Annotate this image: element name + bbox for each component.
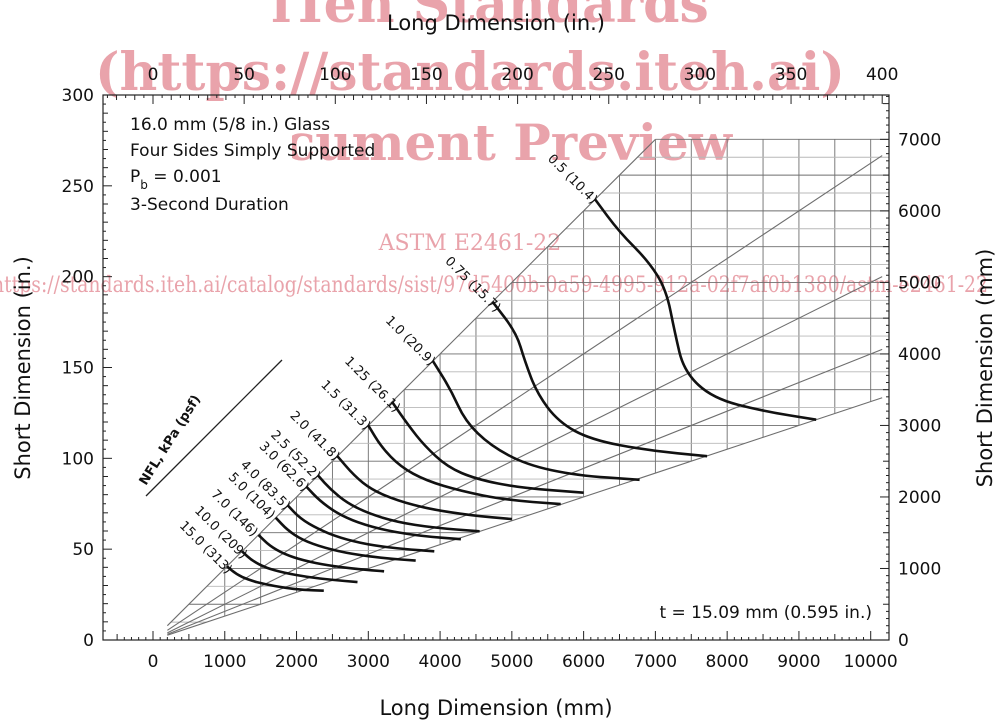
- tick-label: 0: [898, 631, 909, 651]
- watermark: iTeh Standards (https://standards.iteh.a…: [0, 0, 988, 298]
- tick-label: 100: [319, 65, 351, 85]
- aspect-ratio-line: [167, 155, 883, 631]
- load-curve: [390, 401, 584, 494]
- tick-label: 350: [775, 65, 807, 85]
- watermark-line-2: (https://standards.iteh.ai): [95, 42, 845, 103]
- load-curve: [431, 360, 640, 482]
- tick-label: 0: [148, 652, 159, 672]
- info-pb: Pb = 0.001: [130, 167, 222, 192]
- tick-label: 150: [62, 358, 94, 378]
- tick-label: 3000: [347, 652, 390, 672]
- thickness-note: t = 15.09 mm (0.595 in.): [659, 603, 872, 623]
- watermark-line-4: ASTM E2461-22: [378, 231, 562, 256]
- x-top-axis-title: Long Dimension (in.): [387, 11, 605, 35]
- y-right-axis-title: Short Dimension (mm): [973, 249, 997, 488]
- load-curve: [317, 474, 480, 533]
- tick-label: 9000: [777, 652, 820, 672]
- info-block: 16.0 mm (5/8 in.) Glass Four Sides Simpl…: [124, 104, 375, 222]
- watermark-line-1: iTeh Standards: [271, 0, 709, 35]
- tick-label: 200: [501, 65, 533, 85]
- tick-label: 300: [684, 65, 716, 85]
- tick-label: 10000: [844, 652, 898, 672]
- info-support: Four Sides Simply Supported: [130, 141, 375, 161]
- tick-label: 7000: [898, 130, 941, 150]
- aspect-ratio-line: [166, 138, 656, 627]
- tick-label: 50: [233, 65, 255, 85]
- load-curve: [226, 565, 324, 592]
- tick-label: 6000: [898, 202, 941, 222]
- tick-label: 5000: [898, 273, 941, 293]
- tick-label: 250: [62, 177, 94, 197]
- tick-label: 250: [593, 65, 625, 85]
- tick-label: 0: [148, 65, 159, 85]
- load-curve: [241, 550, 358, 584]
- tick-label: 0: [83, 631, 94, 651]
- tick-label: 50: [72, 540, 94, 560]
- load-curve: [305, 486, 462, 541]
- load-curve: [336, 455, 513, 521]
- load-curve: [257, 533, 385, 573]
- tick-label: 2000: [275, 652, 318, 672]
- tick-label: 4000: [418, 652, 461, 672]
- tick-label: 8000: [706, 652, 749, 672]
- y-left-axis-title: Short Dimension (in.): [11, 256, 35, 480]
- info-duration: 3-Second Duration: [130, 195, 289, 215]
- tick-label: 1000: [898, 559, 941, 579]
- tick-label: 2000: [898, 488, 941, 508]
- nfl-label-text: NFL, kPa (psf): [137, 393, 204, 488]
- tick-label: 200: [62, 268, 94, 288]
- tick-label: 3000: [898, 416, 941, 436]
- tick-label: 4000: [898, 345, 941, 365]
- info-glass: 16.0 mm (5/8 in.) Glass: [130, 115, 330, 135]
- aspect-ratio-line: [167, 397, 883, 636]
- load-curve-label: 1.0 (20.9): [382, 313, 438, 369]
- tick-label: 300: [62, 86, 94, 106]
- load-curve: [286, 504, 435, 553]
- load-curve: [594, 198, 817, 421]
- tick-label: 1000: [203, 652, 246, 672]
- axis-ticks: 0 1000 2000 3000 4000 5000 6000 7000 8000 9000 100…: [62, 65, 942, 672]
- load-curves: [226, 198, 817, 592]
- tick-label: 100: [62, 449, 94, 469]
- tick-label: 400: [866, 65, 898, 85]
- tick-label: 7000: [634, 652, 677, 672]
- tick-label: 5000: [490, 652, 533, 672]
- x-bottom-axis-title: Long Dimension (mm): [379, 696, 612, 720]
- load-curve: [367, 424, 561, 506]
- watermark-line-3: Document Preview: [208, 113, 734, 172]
- tick-label: 150: [410, 65, 442, 85]
- watermark-line-5: https://standards.iteh.ai/catalog/standa…: [0, 273, 988, 298]
- load-curve: [491, 300, 708, 458]
- load-curve: [274, 516, 416, 562]
- tick-label: 6000: [562, 652, 605, 672]
